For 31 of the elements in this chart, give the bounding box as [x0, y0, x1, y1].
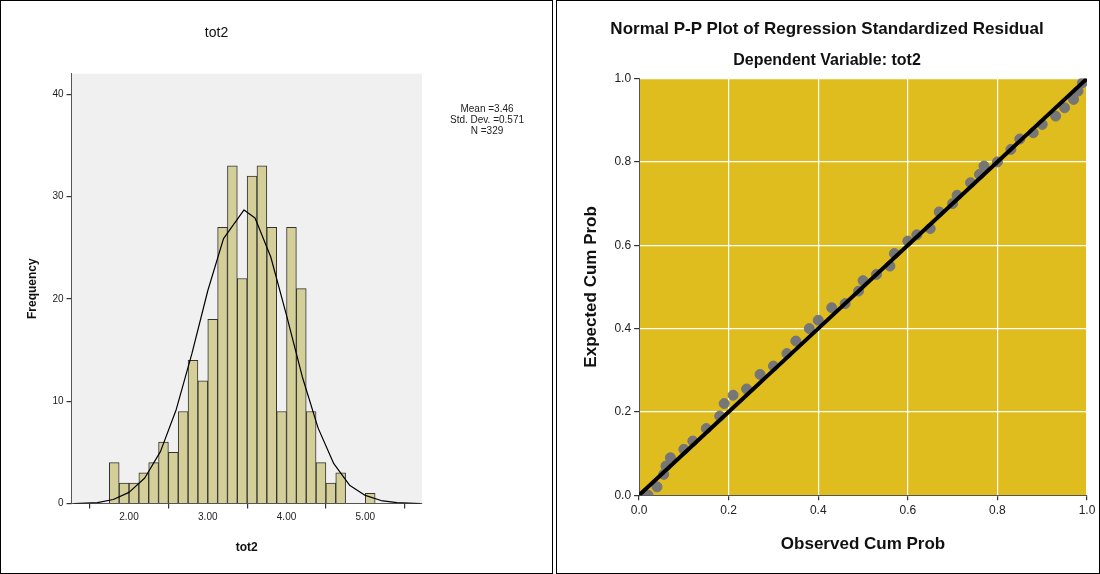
x-tick-label: 0.4 [809, 502, 827, 517]
y-axis-title: Expected Cum Prob [580, 206, 600, 368]
y-tick-label: 0 [57, 497, 64, 509]
text: Mean =3.46 [460, 102, 514, 114]
x-axis-title: tot2 [235, 540, 259, 555]
x-tick-label: 5.00 [355, 511, 376, 523]
y-tick-label: 0.4 [614, 320, 632, 335]
y-tick-label: 30 [52, 190, 64, 202]
x-tick-label: 4.00 [276, 511, 297, 523]
x-tick-label: 0.8 [989, 502, 1007, 517]
x-tick-label: 3.00 [198, 511, 218, 523]
y-axis-title: Frequency [24, 258, 39, 320]
y-tick-label: 0.2 [614, 404, 632, 419]
chart-title: tot2 [204, 24, 229, 41]
y-tick-label: 1.0 [614, 70, 632, 85]
x-tick-label: 2.00 [119, 511, 140, 523]
y-tick-label: 0.6 [614, 237, 632, 252]
y-tick-label: 0.8 [614, 154, 632, 169]
y-tick-label: 20 [52, 292, 64, 304]
text: N =329 [470, 124, 504, 136]
x-tick-label: 0.2 [720, 502, 738, 517]
y-tick-label: 0.0 [614, 487, 632, 502]
chart-subtitle: Dependent Variable: tot2 [733, 51, 921, 69]
y-tick-label: 10 [52, 395, 64, 407]
y-tick-label: 40 [52, 88, 64, 100]
text: Std. Dev. =0.571 [449, 113, 525, 125]
x-tick-label: 0.6 [899, 502, 917, 517]
chart-title: Normal P-P Plot of Regression Standardized Residual [610, 18, 1044, 38]
x-axis-title: Observed Cum Prob [780, 534, 946, 554]
x-tick-label: 0.0 [630, 502, 648, 517]
x-tick-label: 1.0 [1078, 502, 1096, 517]
